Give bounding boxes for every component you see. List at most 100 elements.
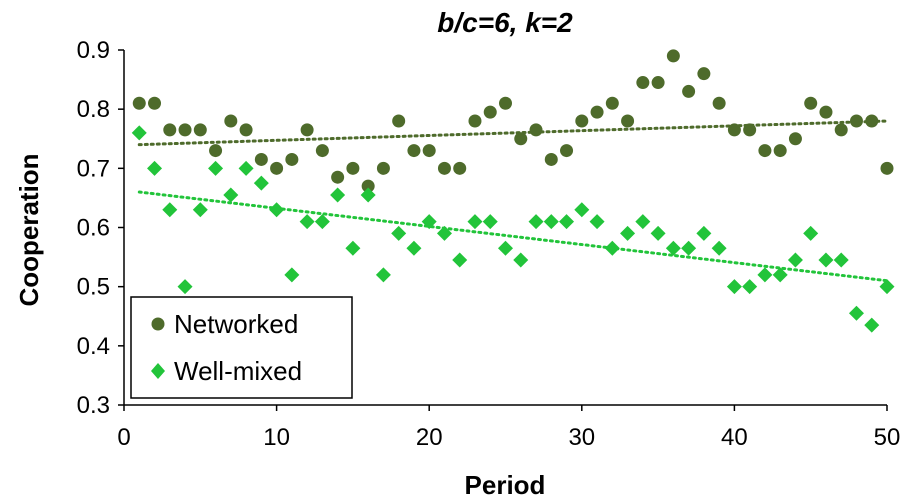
chart-title: b/c=6, k=2 (437, 7, 573, 38)
point-networked (865, 114, 879, 128)
point-well-mixed (269, 202, 285, 218)
y-tick-label: 0.8 (77, 96, 110, 123)
point-well-mixed (452, 252, 468, 268)
point-networked (880, 161, 894, 175)
legend-label-well-mixed: Well-mixed (174, 356, 302, 386)
point-well-mixed (147, 160, 163, 176)
point-well-mixed (742, 279, 758, 295)
point-well-mixed (787, 252, 803, 268)
point-networked (361, 179, 375, 193)
point-networked (422, 144, 436, 158)
y-tick-label: 0.3 (77, 392, 110, 419)
point-well-mixed (528, 214, 544, 230)
point-networked (621, 114, 635, 128)
point-well-mixed (223, 187, 239, 203)
x-axis-title: Period (465, 470, 546, 499)
point-well-mixed (284, 267, 300, 283)
point-networked (483, 105, 497, 119)
x-tick-label: 50 (874, 424, 901, 451)
point-well-mixed (498, 240, 513, 256)
point-networked (727, 123, 741, 137)
point-networked (849, 114, 863, 128)
point-well-mixed (589, 214, 605, 230)
point-networked (697, 67, 711, 81)
point-well-mixed (635, 214, 651, 230)
point-networked (407, 144, 421, 158)
legend: Networked Well-mixed (130, 296, 353, 399)
point-networked (300, 123, 314, 137)
point-networked (636, 76, 650, 90)
y-axis-title: Cooperation (14, 153, 44, 306)
data-points (131, 49, 895, 333)
point-well-mixed (604, 240, 620, 256)
point-well-mixed (436, 225, 452, 241)
legend-marker-networked (151, 317, 165, 331)
point-networked (529, 123, 543, 137)
point-well-mixed (360, 187, 376, 203)
point-networked (148, 96, 162, 110)
point-well-mixed (772, 267, 788, 283)
legend-marker-well-mixed (151, 363, 165, 379)
axes: 0.3 0.4 0.5 0.6 0.7 0.8 0.9 0 10 20 30 40 50 (77, 37, 901, 451)
legend-box (130, 296, 353, 399)
point-networked (132, 96, 146, 110)
point-networked (819, 105, 833, 119)
point-well-mixed (177, 279, 193, 295)
point-networked (758, 144, 772, 158)
point-networked (773, 144, 787, 158)
point-networked (315, 144, 329, 158)
point-networked (239, 123, 253, 137)
point-networked (270, 161, 284, 175)
point-well-mixed (513, 252, 529, 268)
point-well-mixed (803, 225, 819, 241)
point-networked (590, 105, 604, 119)
x-tick-label: 10 (263, 424, 290, 451)
y-tick-label: 0.6 (77, 215, 110, 242)
point-networked (376, 161, 390, 175)
point-networked (285, 152, 299, 166)
x-tick-label: 20 (416, 424, 443, 451)
point-networked (666, 49, 680, 63)
point-networked (651, 76, 665, 90)
point-networked (575, 114, 589, 128)
point-networked (224, 114, 238, 128)
point-networked (743, 123, 757, 137)
point-networked (209, 144, 223, 158)
point-well-mixed (726, 279, 742, 295)
point-well-mixed (559, 214, 575, 230)
point-well-mixed (711, 240, 727, 256)
point-well-mixed (757, 267, 773, 283)
point-well-mixed (681, 240, 697, 256)
point-networked (834, 123, 848, 137)
point-networked (346, 161, 360, 175)
point-networked (605, 96, 619, 110)
point-networked (392, 114, 406, 128)
y-tick-label: 0.7 (77, 155, 110, 182)
x-tick-label: 40 (721, 424, 748, 451)
point-well-mixed (864, 317, 880, 333)
point-well-mixed (345, 240, 361, 256)
trendlines (137, 119, 889, 283)
point-well-mixed (375, 267, 391, 283)
point-well-mixed (421, 214, 437, 230)
point-well-mixed (574, 202, 590, 218)
point-networked (331, 170, 345, 184)
point-well-mixed (543, 214, 559, 230)
point-well-mixed (299, 214, 315, 230)
point-well-mixed (208, 160, 224, 176)
x-tick-label: 0 (117, 424, 130, 451)
point-networked (468, 114, 482, 128)
point-networked (499, 96, 512, 110)
point-well-mixed (391, 225, 407, 241)
point-well-mixed (650, 225, 666, 241)
point-well-mixed (162, 202, 178, 218)
point-well-mixed (314, 214, 330, 230)
point-well-mixed (848, 305, 864, 321)
point-well-mixed (665, 240, 681, 256)
point-well-mixed (833, 252, 849, 268)
point-well-mixed (238, 160, 254, 176)
y-tick-label: 0.9 (77, 37, 110, 64)
point-networked (178, 123, 192, 137)
point-networked (682, 84, 696, 98)
